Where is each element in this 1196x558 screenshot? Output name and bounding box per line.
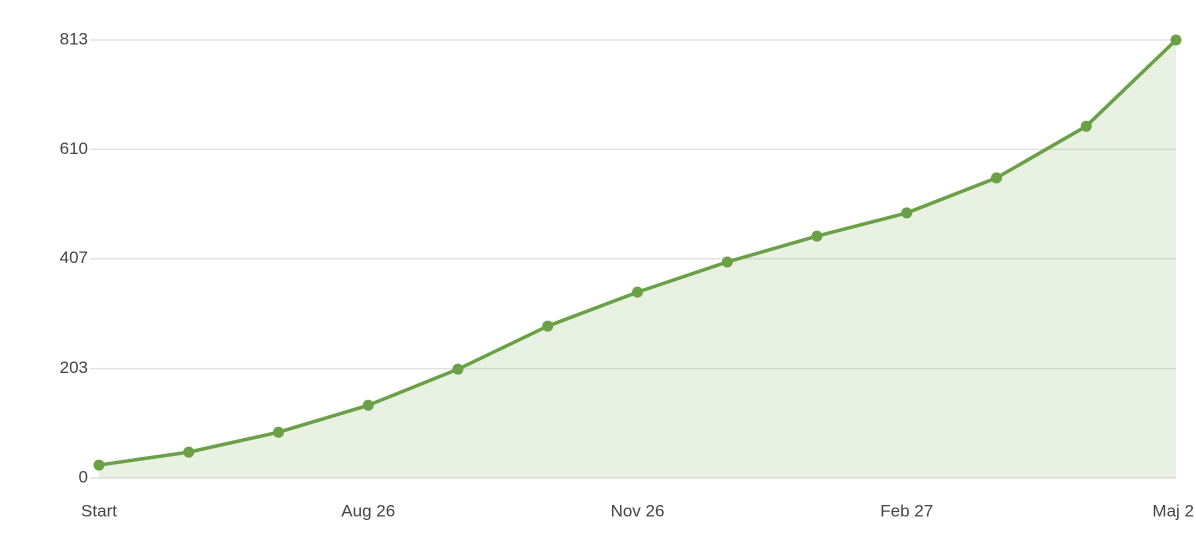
x-tick-label: Aug 26 xyxy=(341,501,395,520)
y-tick-label: 407 xyxy=(60,248,88,267)
point xyxy=(93,459,105,471)
y-tick-label: 0 xyxy=(79,467,88,486)
point xyxy=(811,230,823,242)
point xyxy=(1170,34,1182,46)
y-tick-label: 610 xyxy=(60,139,88,158)
point xyxy=(183,446,195,458)
y-tick-label: 203 xyxy=(60,358,88,377)
point xyxy=(991,172,1002,184)
point xyxy=(542,320,554,332)
point xyxy=(901,207,913,219)
x-tick-label: Nov 26 xyxy=(611,501,665,520)
point xyxy=(452,363,464,375)
x-tick-label: Maj 2 xyxy=(1152,501,1194,520)
y-tick-label: 813 xyxy=(60,29,88,48)
point xyxy=(362,399,374,411)
point xyxy=(721,256,733,268)
area-fill xyxy=(99,40,1176,478)
point xyxy=(273,426,284,438)
x-tick-label: Feb 27 xyxy=(880,501,933,520)
point xyxy=(632,286,643,298)
point xyxy=(1080,120,1092,132)
x-tick-label: Start xyxy=(81,501,117,520)
